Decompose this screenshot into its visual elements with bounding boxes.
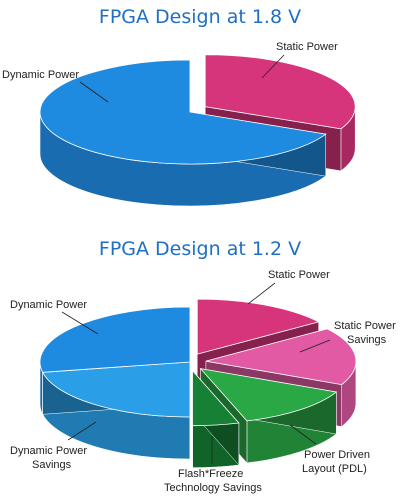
static-power-leader: [247, 282, 276, 305]
dynamic-power-leader: [79, 81, 109, 103]
c2-slice-2: [199, 368, 338, 422]
pdl-label-2: Layout (PDL): [302, 463, 367, 475]
flash-freeze-label-2: Technology Savings: [164, 482, 262, 494]
c2-slice-5: [39, 306, 191, 373]
pdl-label-1: Power Driven: [304, 449, 370, 461]
chart-2-title: FPGA Design at 1.2 V: [98, 238, 302, 260]
static-power-savings-label-2: Savings: [347, 334, 387, 346]
chart-1-svg: Dynamic Power Static Power: [2, 41, 356, 207]
dynamic-power-savings-label-2: Savings: [32, 459, 72, 471]
static-power-label: Static Power: [268, 269, 330, 281]
c2-slice-4: [42, 361, 191, 418]
pdl-leader: [289, 424, 317, 445]
static-power-savings-leader: [299, 339, 331, 353]
flash-freeze-label-1: Flash*Freeze: [178, 468, 243, 480]
dynamic-power-savings-leader: [67, 421, 97, 441]
c2-slice-1: [205, 328, 357, 386]
chart-1-title: FPGA Design at 1.8 V: [98, 6, 302, 28]
dynamic-power-savings-label-1: Dynamic Power: [10, 445, 87, 457]
c1-slice-0: [204, 54, 356, 130]
static-power-savings-label-1: Static Power: [334, 320, 396, 332]
dynamic-power-label: Dynamic Power: [10, 299, 87, 311]
c2-slice-3: [192, 369, 240, 427]
dynamic-power-leader: [61, 311, 99, 335]
dynamic-power-label: Dynamic Power: [2, 69, 79, 81]
static-power-leader: [261, 54, 285, 79]
static-power-label: Static Power: [276, 41, 338, 53]
c2-slice-0: [196, 298, 320, 355]
c1-slice-1: [39, 59, 327, 165]
